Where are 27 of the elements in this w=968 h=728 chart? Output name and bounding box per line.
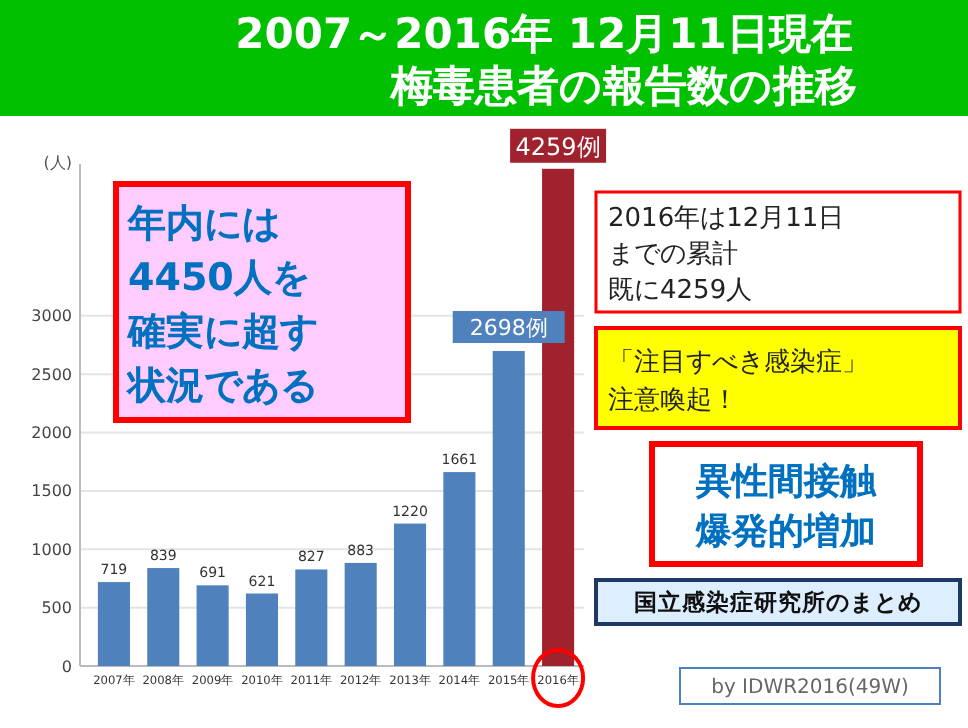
chart-title: 2007～2016年 12月11日現在 [235,10,853,58]
data-label: 2698例 [469,315,548,342]
bar [245,593,279,666]
text: 「注目すべき感染症」注意喚起！ [608,347,868,416]
bar [97,582,130,666]
text: 2016年は12月11日までの累計既に4259人 [608,204,845,307]
y-tick-label: 2500 [31,365,72,384]
bar [295,569,328,666]
data-label: 4259例 [515,132,601,161]
bar [393,523,427,666]
y-tick-label: 500 [41,599,72,618]
text: 異性間接触爆発的増加 [694,461,878,553]
y-tick-label: 0 [61,657,72,676]
y-tick-label: 2000 [31,424,72,443]
bar [443,472,476,666]
bar [344,562,377,666]
text: by IDWR2016(49W) [711,676,909,699]
y-tick-label: 1500 [31,482,72,501]
y-tick-label: 1000 [31,540,72,559]
chart-subtitle: 梅毒患者の報告数の推移 [389,62,857,110]
y-tick-label: 3000 [31,307,72,326]
y-axis-title: (人) [43,154,72,172]
annotation: 年内には4450人を確実に超す状況である [124,202,318,409]
text: 国立感染症研究所のまとめ [634,587,922,616]
bar [492,351,525,666]
bar [196,585,229,666]
bar [147,568,180,666]
